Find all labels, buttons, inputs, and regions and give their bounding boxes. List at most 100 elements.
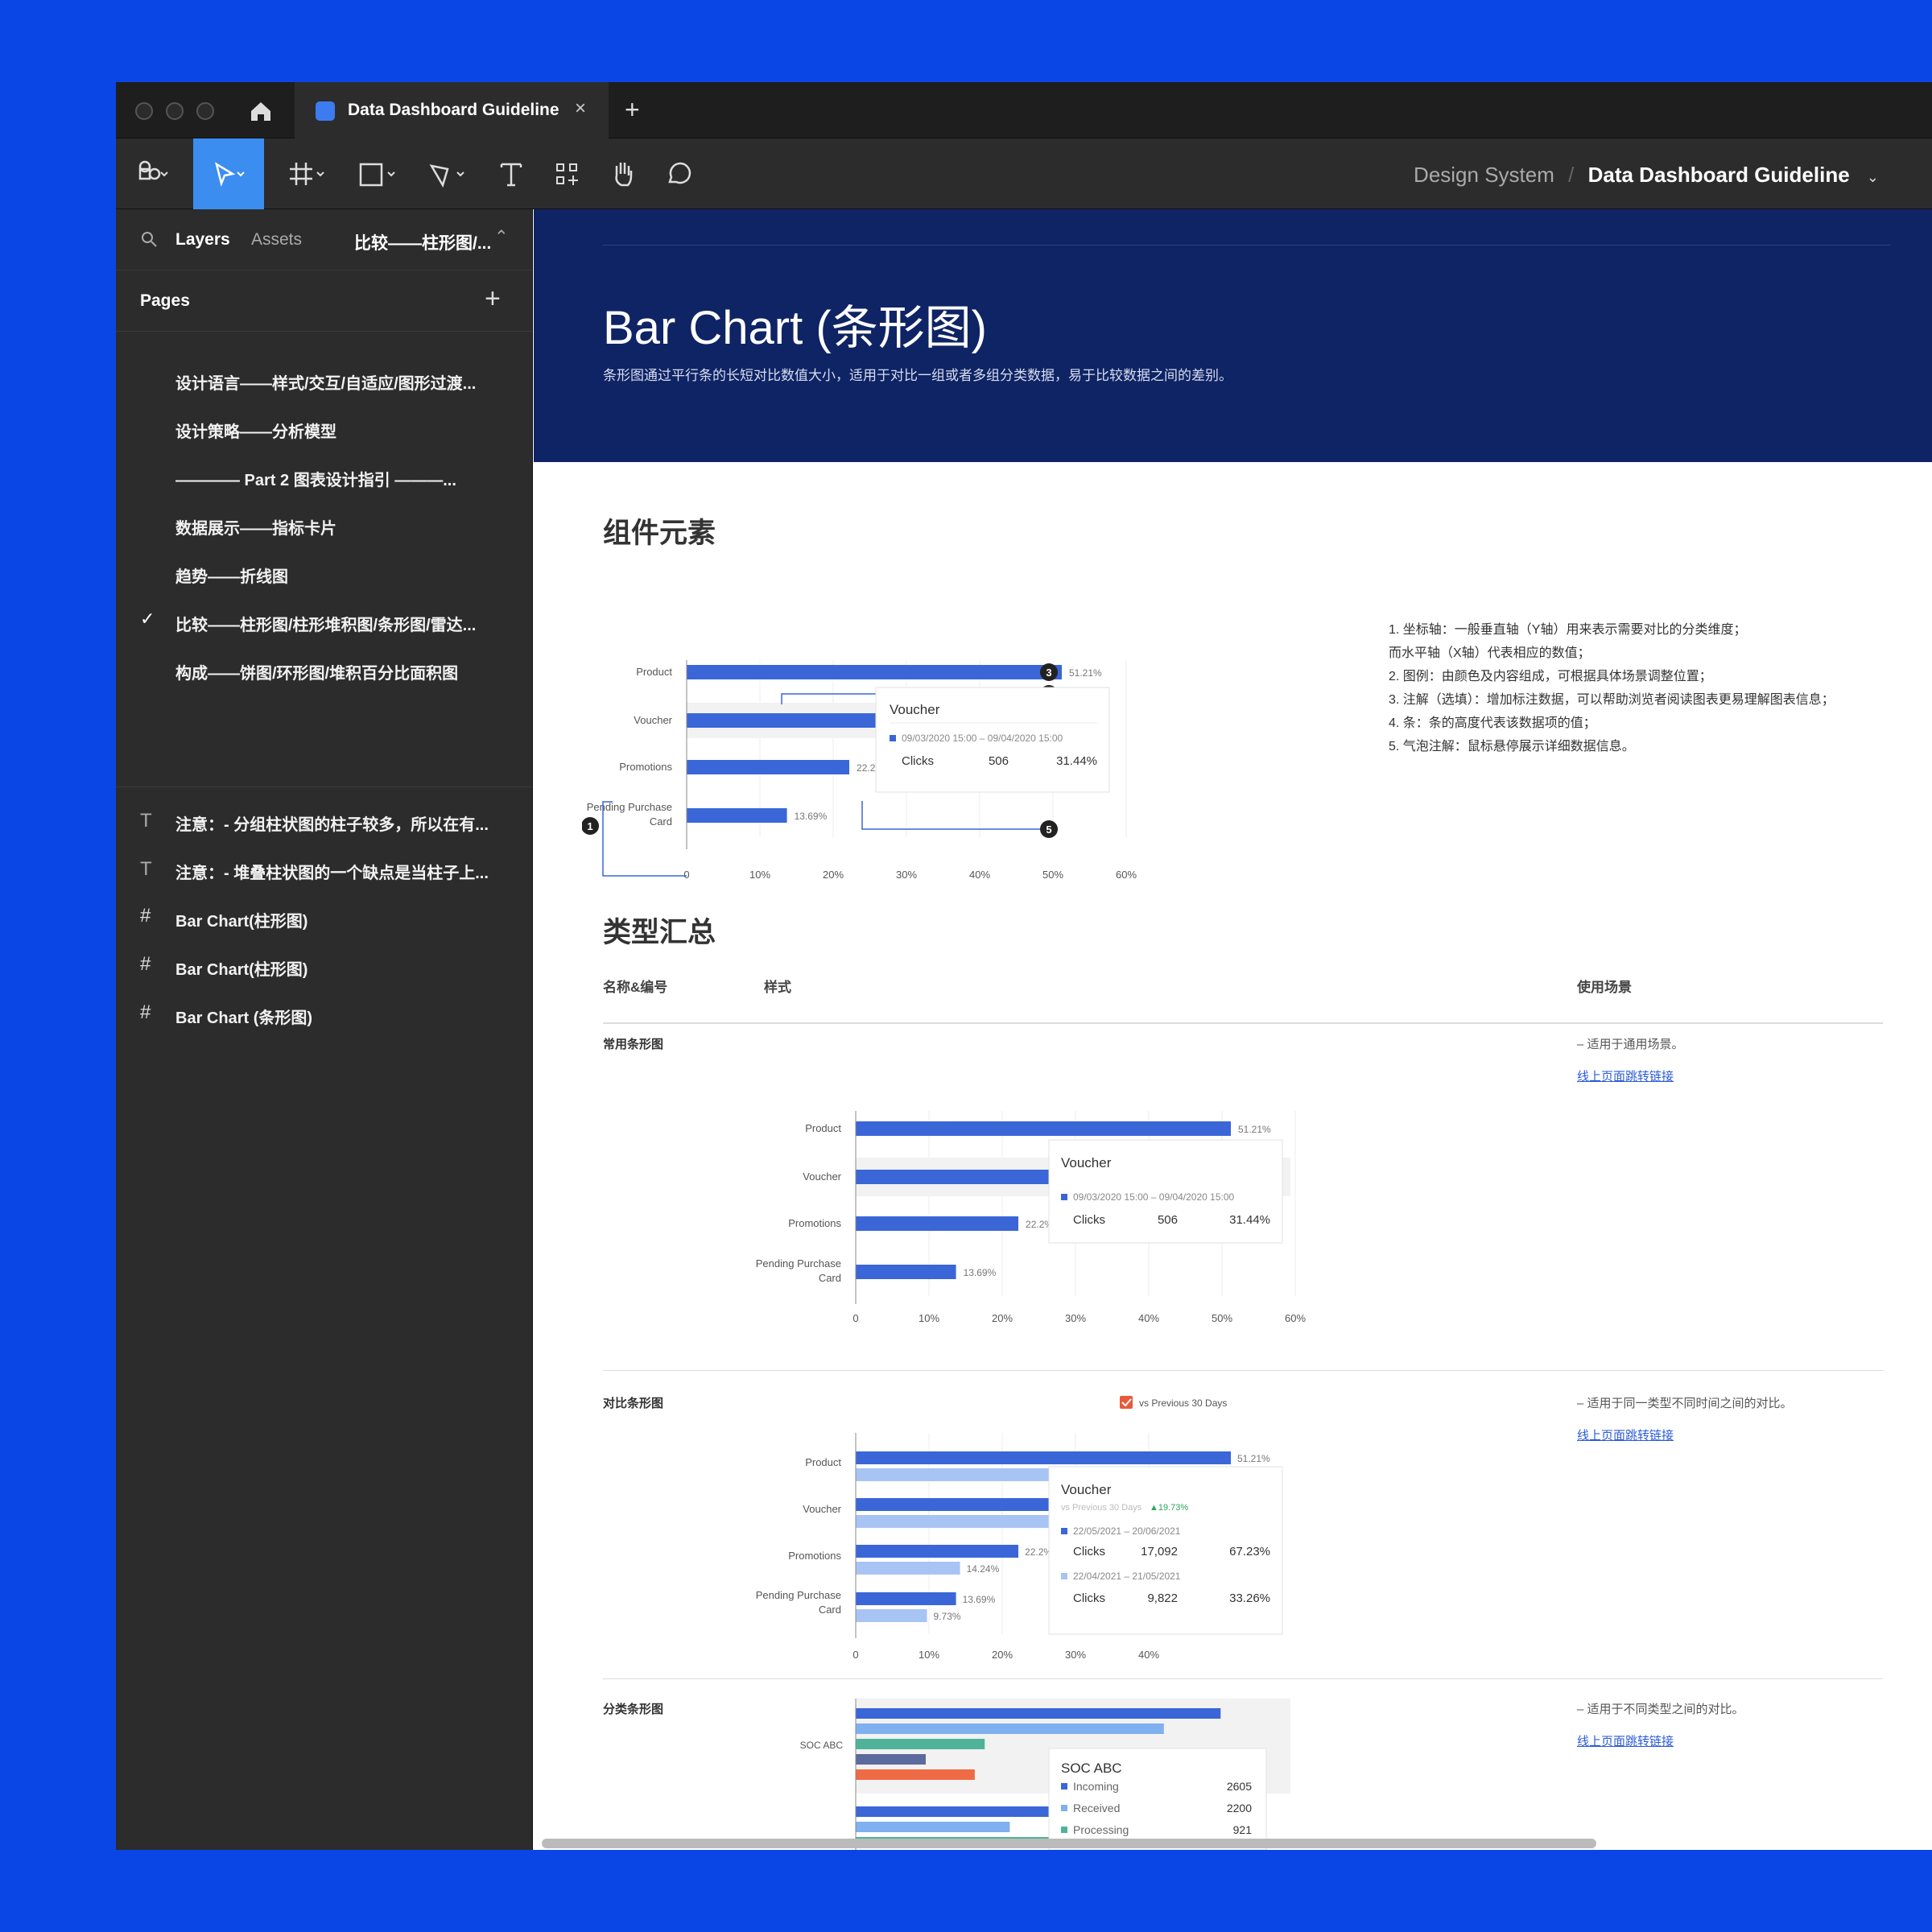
pages-label: Pages — [140, 291, 190, 311]
data-label: 51.21% — [1237, 1453, 1270, 1464]
category-label: Pending Purchase — [587, 801, 672, 813]
page-item[interactable]: 趋势——折线图 — [175, 564, 288, 587]
tab-layers[interactable]: Layers — [175, 230, 230, 250]
window-minimize-dot[interactable] — [166, 102, 184, 120]
component-chart[interactable]: 0 10% 20% 30% 40% 50% 60% 51.21% Product 31.44% Vo… — [582, 644, 1403, 910]
page-item-current[interactable]: 比较——柱形图/柱形堆积图/条形图/雷达... — [175, 612, 476, 635]
row-usage: – 适用于同一类型不同时间之间的对比。 — [1577, 1394, 1793, 1411]
page-item[interactable]: 设计策略——分析模型 — [175, 419, 336, 442]
tooltip-marker — [1061, 1827, 1067, 1833]
page-item[interactable]: ———— Part 2 图表设计指引 ———... — [175, 467, 456, 490]
tick-label: 0 — [852, 1649, 858, 1661]
bar — [856, 1609, 927, 1622]
category-label: Voucher — [803, 1170, 841, 1183]
category-label: SOC ABC — [800, 1740, 844, 1751]
common-bar-chart[interactable]: 0 10% 20% 30% 40% 50% 60% 51.21% Product 31.44% Vo… — [654, 1103, 1363, 1328]
layer-item[interactable]: 注意：- 堆叠柱状图的一个缺点是当柱子上... — [175, 860, 489, 883]
shape-tool-button[interactable] — [349, 138, 406, 209]
breadcrumb-current[interactable]: Data Dashboard Guideline — [1588, 163, 1850, 187]
category-label: Voucher — [803, 1503, 841, 1515]
tooltip-marker — [890, 735, 896, 741]
sidebar-tabs: Layers Assets 比较——柱形图/... ⌃ — [116, 209, 532, 270]
tick-label: 40% — [1138, 1312, 1159, 1324]
text-tool-button[interactable] — [491, 138, 531, 209]
main-menu-button[interactable] — [129, 138, 177, 209]
hand-tool-button[interactable] — [599, 138, 647, 209]
page-item[interactable]: 构成——饼图/环形图/堆积百分比面积图 — [175, 660, 458, 683]
layer-item[interactable]: Bar Chart(柱形图) — [175, 908, 308, 931]
window-close-dot[interactable] — [135, 102, 153, 120]
category-label: Voucher — [634, 714, 672, 726]
data-label: 13.69% — [964, 1267, 997, 1278]
tooltip-percent: 67.23% — [1229, 1545, 1270, 1558]
tab-title: Data Dashboard Guideline — [348, 101, 559, 120]
tick-label: 60% — [1285, 1312, 1306, 1324]
pages-list: 设计语言——样式/交互/自适应/图形过渡... 设计策略——分析模型 ———— … — [116, 332, 533, 573]
row-divider — [603, 1678, 1883, 1679]
resources-button[interactable] — [543, 138, 591, 209]
current-page-selector[interactable]: 比较——柱形图/... — [354, 230, 491, 254]
horizontal-scrollbar[interactable] — [542, 1839, 1596, 1848]
chevron-up-icon[interactable]: ⌃ — [494, 227, 509, 247]
tick-label: 40% — [1138, 1649, 1159, 1661]
category-label: Promotions — [788, 1550, 841, 1562]
layer-item[interactable]: 注意：- 分组柱状图的柱子较多，所以在有... — [175, 811, 489, 835]
close-tab-icon[interactable]: × — [575, 97, 586, 120]
data-label: 22.2% — [1025, 1546, 1052, 1558]
frame-icon: # — [140, 1001, 151, 1024]
page-item[interactable]: 设计语言——样式/交互/自适应/图形过渡... — [175, 370, 476, 394]
data-label: 51.21% — [1238, 1124, 1271, 1135]
column-header-usage: 使用场景 — [1577, 976, 1632, 996]
tooltip-title: Voucher — [890, 702, 940, 717]
callout-number: 5 — [1046, 824, 1051, 836]
row-link[interactable]: 线上页面跳转链接 — [1577, 1732, 1674, 1749]
tooltip-range: 22/04/2021 – 21/05/2021 — [1073, 1571, 1181, 1582]
layer-item[interactable]: Bar Chart(柱形图) — [175, 956, 308, 980]
chevron-down-icon[interactable]: ⌄ — [1867, 169, 1879, 185]
figma-logo-icon — [135, 158, 171, 190]
window-maximize-dot[interactable] — [196, 102, 214, 120]
tab-assets[interactable]: Assets — [251, 230, 302, 250]
layer-item[interactable]: Bar Chart (条形图) — [175, 1005, 312, 1028]
row-link[interactable]: 线上页面跳转链接 — [1577, 1067, 1674, 1084]
tick-label: 60% — [1116, 869, 1137, 881]
text-icon: T — [140, 858, 152, 881]
tooltip-series-label: Incoming — [1073, 1780, 1119, 1793]
tooltip-metric: Clicks — [1073, 1591, 1105, 1605]
tick-label: 20% — [992, 1649, 1013, 1661]
row-link[interactable]: 线上页面跳转链接 — [1577, 1426, 1674, 1443]
tooltip-percent: 31.44% — [1229, 1213, 1270, 1227]
tooltip-value: 921 — [1233, 1823, 1253, 1836]
tick-label: 50% — [1212, 1312, 1232, 1324]
checkmark-icon: ✓ — [140, 609, 155, 630]
tooltip-percent: 33.26% — [1229, 1591, 1270, 1605]
new-tab-button[interactable]: + — [625, 95, 640, 125]
breadcrumb[interactable]: Design System / Data Dashboard Guideline… — [1414, 163, 1879, 188]
home-icon[interactable] — [245, 95, 277, 127]
section-title: 组件元素 — [603, 510, 716, 551]
breadcrumb-parent[interactable]: Design System — [1414, 163, 1554, 187]
tooltip-title: Voucher — [1061, 1482, 1112, 1497]
tooltip-compare: vs Previous 30 Days — [1061, 1503, 1142, 1513]
bar — [856, 1592, 956, 1605]
comment-tool-button[interactable] — [654, 138, 702, 209]
pen-tool-button[interactable] — [419, 138, 475, 209]
move-tool-button[interactable] — [193, 138, 264, 209]
data-label: 51.21% — [1069, 667, 1102, 679]
tick-label: 50% — [1042, 869, 1063, 881]
bar — [856, 1121, 1231, 1136]
design-canvas[interactable]: Bar Chart (条形图) 条形图通过平行条的长短对比数值大小，适用于对比一… — [534, 209, 1932, 1850]
pages-header: Pages + — [116, 270, 532, 332]
page-item[interactable]: 数据展示——指标卡片 — [175, 515, 336, 539]
search-icon[interactable] — [140, 230, 158, 248]
tooltip-marker — [1061, 1194, 1067, 1200]
add-page-icon[interactable]: + — [485, 283, 501, 315]
comparison-bar-chart[interactable]: 010%20%30%40%vs Previous 30 Days51.21%44… — [654, 1393, 1363, 1666]
frame-tool-button[interactable] — [279, 138, 335, 209]
tick-label: 10% — [919, 1312, 939, 1324]
frame-icon: # — [140, 953, 151, 976]
document-tab[interactable]: Data Dashboard Guideline × — [295, 82, 609, 138]
text-icon: T — [140, 810, 152, 832]
frame-icon: # — [140, 905, 151, 927]
